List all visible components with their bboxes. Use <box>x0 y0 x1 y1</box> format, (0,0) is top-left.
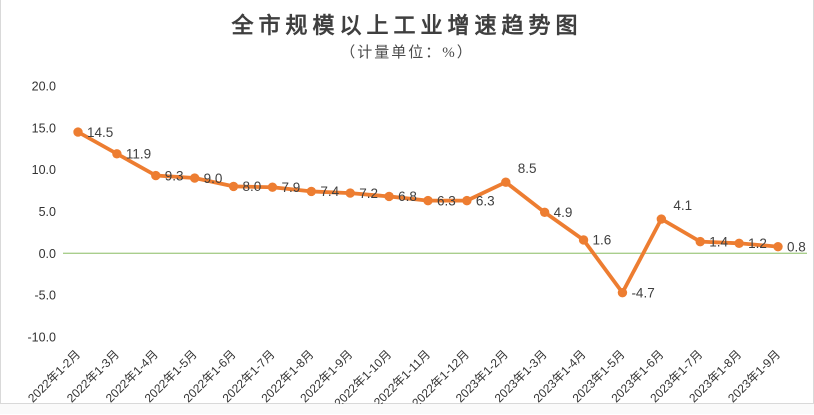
chart-title: 全市规模以上工业增速趋势图 <box>231 13 583 38</box>
data-point-marker <box>73 126 83 137</box>
data-point-marker <box>267 182 278 192</box>
data-point-marker <box>539 207 550 217</box>
data-value-label: 1.4 <box>709 234 728 249</box>
page-background-strip <box>0 404 814 414</box>
y-axis-tick-label: 5.0 <box>39 205 56 219</box>
data-value-label: 0.8 <box>787 239 806 254</box>
data-value-label: 8.5 <box>518 161 537 176</box>
data-point-marker <box>189 172 200 183</box>
data-value-label: 7.4 <box>320 184 339 199</box>
data-point-marker <box>734 238 744 248</box>
data-point-marker <box>151 170 161 180</box>
data-point-marker <box>695 236 705 246</box>
y-axis-tick-label: 15.0 <box>32 121 56 135</box>
data-value-label: 1.6 <box>593 232 612 247</box>
data-value-label: 8.0 <box>243 179 262 194</box>
data-point-marker <box>501 177 511 187</box>
data-point-marker <box>656 213 667 224</box>
data-value-label: 6.8 <box>398 189 417 204</box>
data-point-marker <box>578 234 589 245</box>
data-value-label: 9.3 <box>165 168 184 183</box>
chart-widget: 全市规模以上工业增速趋势图 （计量单位：%） 20.0 15.0 10.0 5.0 0.… <box>0 0 814 404</box>
y-axis-tick-label: 20.0 <box>32 79 56 93</box>
y-axis-tick-label: -10.0 <box>28 330 57 344</box>
y-axis-tick-label: -5.0 <box>34 288 56 302</box>
data-value-label: 11.9 <box>126 146 151 161</box>
data-value-label: -4.7 <box>631 285 654 300</box>
data-value-label: 1.2 <box>748 236 767 251</box>
data-point-marker <box>345 187 355 198</box>
data-value-label: 6.3 <box>437 193 456 208</box>
y-axis-tick-label: 0.0 <box>39 246 56 260</box>
data-value-label: 4.9 <box>554 205 573 220</box>
data-point-marker <box>228 181 239 191</box>
data-value-label: 7.2 <box>359 185 378 200</box>
data-point-marker <box>773 241 783 251</box>
data-value-label: 9.0 <box>204 170 223 185</box>
trend-line-chart: 20.015.010.05.00.0-5.0-10.02022年1-2月2022… <box>25 79 807 404</box>
data-point-marker <box>462 195 472 205</box>
data-value-label: 4.1 <box>673 198 692 213</box>
data-point-marker <box>617 287 628 297</box>
data-value-label: 6.3 <box>476 193 495 208</box>
data-point-marker <box>384 191 394 201</box>
y-axis-tick-label: 10.0 <box>32 163 56 177</box>
chart-subtitle: （计量单位：%） <box>340 44 474 61</box>
data-point-marker <box>423 195 433 205</box>
data-point-marker <box>112 148 122 159</box>
data-value-label: 7.9 <box>281 180 300 195</box>
data-point-marker <box>306 186 317 196</box>
data-value-label: 14.5 <box>87 124 113 139</box>
